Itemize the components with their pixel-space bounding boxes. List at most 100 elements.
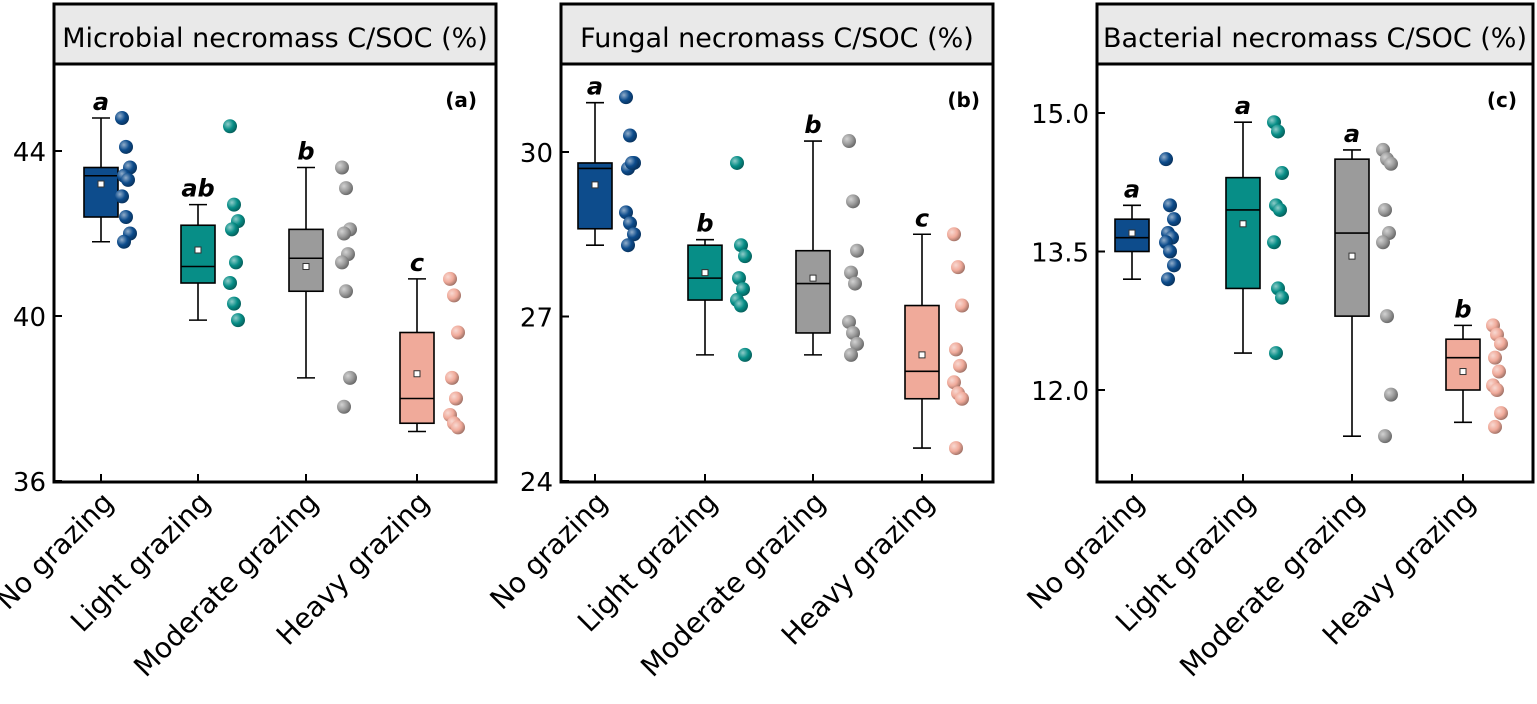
panel-b: Fungal necromass C/SOC (%) (b) 242730aNo… (484, 2, 995, 683)
plot-frame (559, 62, 995, 484)
y-tick-label: 27 (520, 304, 553, 334)
data-point (449, 391, 463, 406)
data-point (844, 347, 858, 362)
y-tick-label: 13.5 (1031, 239, 1089, 269)
panel-title: Microbial necromass C/SOC (%) (62, 23, 488, 54)
panel-label: (c) (1487, 88, 1517, 112)
box-iqr (1114, 218, 1150, 253)
mean-marker (591, 181, 599, 189)
data-point (951, 260, 965, 275)
data-point (732, 271, 746, 286)
data-point (1490, 383, 1504, 397)
significance-letter: a (587, 73, 603, 101)
x-category-label: Moderate grazing (1173, 486, 1371, 684)
data-point (223, 119, 237, 134)
data-point (848, 276, 862, 291)
plot-frame (1095, 62, 1535, 484)
data-point (1492, 364, 1506, 379)
data-point (734, 238, 748, 253)
data-point (335, 160, 349, 175)
title-box (52, 2, 498, 66)
data-point (619, 205, 633, 220)
mean-marker (1348, 252, 1356, 260)
data-point (1273, 202, 1287, 217)
data-point (1494, 406, 1508, 421)
title-box (559, 2, 995, 66)
significance-letter: a (93, 88, 109, 116)
data-point (623, 128, 637, 143)
box-iqr (577, 162, 613, 230)
significance-letter: b (1454, 295, 1471, 323)
significance-letter: b (696, 210, 713, 238)
data-point (842, 134, 856, 149)
y-tick-label: 24 (520, 468, 553, 498)
data-point (231, 313, 245, 328)
data-point (119, 139, 133, 154)
y-tick-label: 36 (13, 468, 46, 498)
data-point (949, 342, 963, 357)
data-point (730, 155, 744, 170)
data-point (1163, 198, 1177, 213)
box-iqr (180, 224, 216, 284)
data-point (947, 375, 961, 390)
data-point (115, 189, 129, 204)
data-point (846, 325, 860, 340)
significance-letter: ab (181, 175, 214, 203)
box-iqr (1334, 158, 1370, 317)
mean-marker (1459, 368, 1467, 376)
mean-marker (701, 269, 709, 277)
data-point (451, 420, 465, 435)
data-point (621, 238, 635, 253)
box-iqr (1225, 176, 1261, 290)
mean-marker (194, 246, 202, 254)
data-point (119, 210, 133, 224)
data-point (734, 298, 748, 313)
significance-letter: a (1124, 175, 1140, 203)
data-point (953, 358, 967, 373)
data-point (339, 284, 353, 299)
data-point (949, 441, 963, 456)
panel-c: Bacterial necromass C/SOC (%) (c) 12.0 13… (1021, 2, 1535, 684)
mean-marker (918, 351, 926, 359)
data-point (1163, 244, 1177, 259)
data-point (850, 336, 864, 351)
data-point (443, 271, 457, 286)
data-point (1376, 235, 1390, 250)
mean-marker (809, 274, 817, 282)
data-point (846, 194, 860, 209)
data-point (1378, 429, 1392, 444)
data-point (619, 90, 633, 105)
data-point (451, 325, 465, 340)
data-point (955, 298, 969, 313)
data-point (121, 172, 135, 187)
panel-title: Fungal necromass C/SOC (%) (580, 23, 974, 54)
mean-marker (413, 370, 421, 378)
data-point (343, 370, 357, 385)
data-point (445, 370, 459, 385)
data-point (1488, 419, 1502, 434)
data-point (738, 249, 752, 264)
mean-marker (1128, 229, 1136, 237)
data-point (1167, 258, 1181, 273)
data-point (339, 181, 353, 196)
data-point (1275, 290, 1289, 305)
significance-letter: a (1344, 120, 1360, 148)
significance-letter: a (1235, 92, 1251, 120)
mean-marker (1239, 220, 1247, 228)
data-point (842, 314, 856, 329)
data-point (1494, 336, 1508, 351)
box-iqr (83, 166, 119, 218)
data-point (223, 276, 237, 290)
data-point (947, 227, 961, 242)
data-point (844, 265, 858, 280)
significance-letter: b (297, 138, 314, 166)
data-point (1267, 235, 1281, 250)
data-point (117, 234, 131, 249)
data-point (736, 282, 750, 297)
title-box (1095, 2, 1535, 66)
data-point (955, 391, 969, 406)
data-point (1271, 124, 1285, 139)
box-iqr (399, 331, 435, 425)
data-point (1384, 156, 1398, 171)
